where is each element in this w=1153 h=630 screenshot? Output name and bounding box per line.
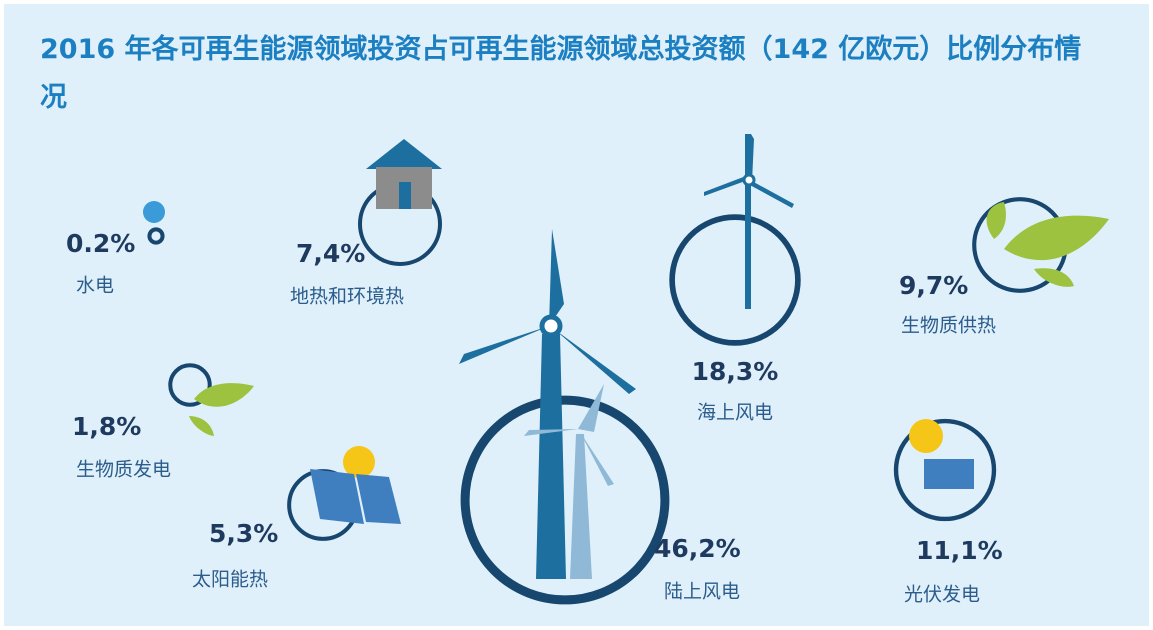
onshore-turbine-icon: [459, 229, 636, 579]
sun-icon: [343, 419, 943, 478]
category-label: 陆上风电: [664, 581, 740, 603]
infographic: 0.2% 水电 7,4% 地热和环境热 18,3% 海上风电 9,7% 生物质供热 1,8% 生物…: [4, 4, 1149, 626]
category-label: 太阳能热: [192, 569, 268, 591]
value-label: 18,3%: [692, 357, 779, 386]
value-label: 0.2%: [66, 229, 135, 258]
value-label: 46,2%: [654, 534, 741, 563]
bubble: [149, 229, 162, 242]
value-label: 11,1%: [916, 536, 1003, 565]
category-label: 地热和环境热: [290, 286, 404, 308]
category-label: 光伏发电: [904, 584, 980, 606]
bubble: [672, 217, 798, 343]
value-label: 7,4%: [296, 239, 365, 268]
category-label: 生物质供热: [901, 315, 996, 337]
solar-panel-icon: [310, 459, 974, 524]
house-icon: [366, 139, 442, 209]
category-label: 水电: [76, 275, 114, 297]
title: 2016 年各可再生能源领域投资占可再生能源领域总投资额（142 亿欧元）比例分…: [40, 26, 1100, 122]
value-label: 9,7%: [899, 271, 968, 300]
category-label: 海上风电: [697, 402, 773, 424]
water-wheel-icon: [143, 201, 165, 223]
category-label: 生物质发电: [76, 459, 171, 481]
value-label: 1,8%: [72, 412, 141, 441]
value-label: 5,3%: [209, 519, 278, 548]
